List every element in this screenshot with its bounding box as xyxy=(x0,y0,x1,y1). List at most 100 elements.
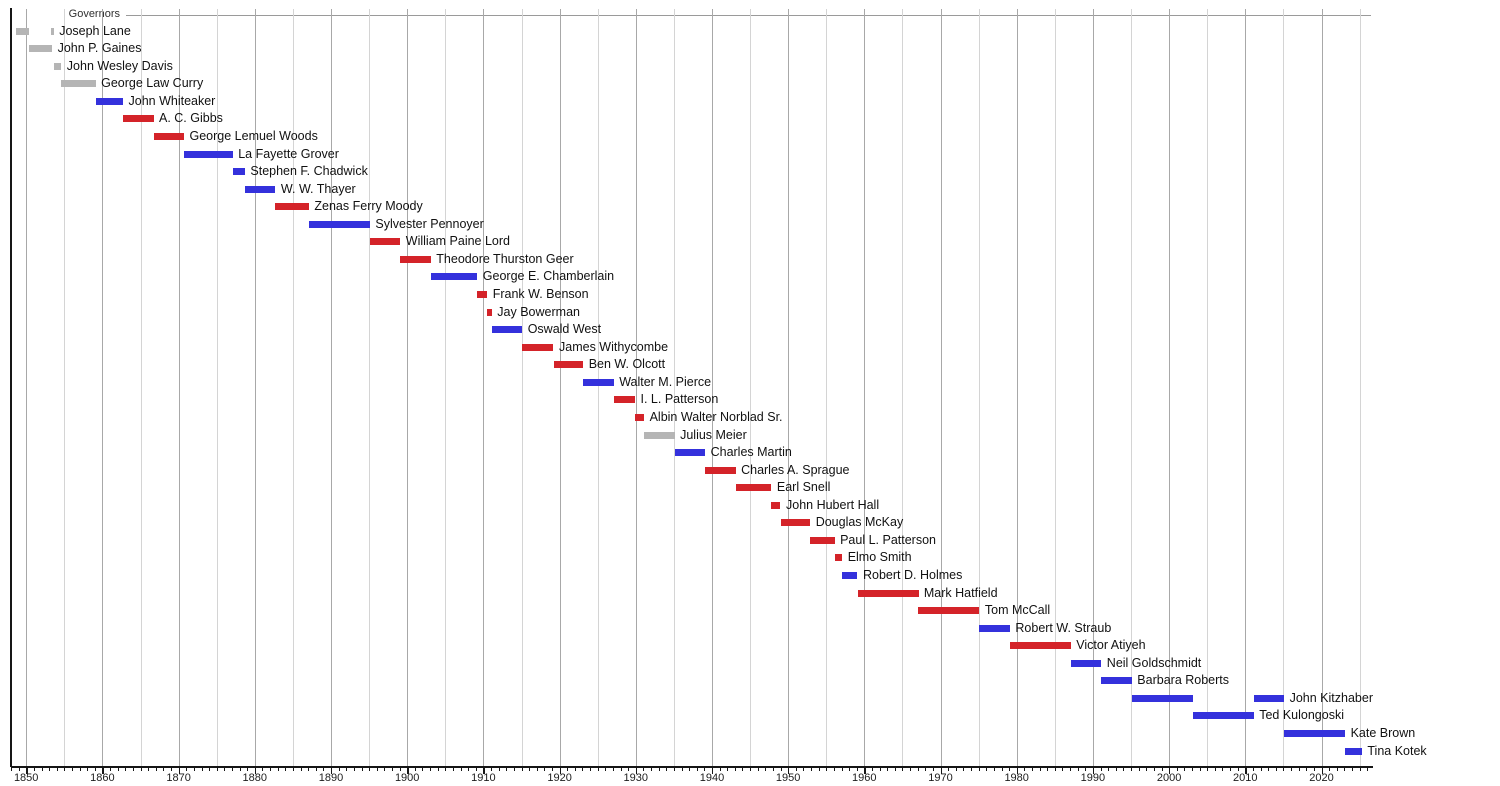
axis-tick-label: 1950 xyxy=(775,772,801,784)
x-axis-minor-tick xyxy=(1336,767,1338,771)
governor-name-label: George Lemuel Woods xyxy=(189,129,318,143)
x-axis-minor-tick xyxy=(1032,767,1033,771)
x-axis-minor-tick xyxy=(277,767,279,771)
x-axis-minor-tick xyxy=(1047,767,1049,771)
governor-name-label: Earl Snell xyxy=(776,480,831,495)
x-axis-minor-tick xyxy=(1199,767,1201,771)
gridline xyxy=(635,9,637,766)
term-bar xyxy=(1284,730,1346,737)
x-axis-minor-tick xyxy=(414,767,416,771)
x-axis-minor-tick xyxy=(1123,767,1125,771)
x-axis-minor-tick xyxy=(209,767,211,771)
x-axis-minor-tick xyxy=(163,767,165,771)
x-axis-minor-tick xyxy=(1077,767,1079,771)
x-axis-minor-tick xyxy=(689,767,691,771)
x-axis-minor-tick xyxy=(1291,767,1292,771)
x-axis-minor-tick xyxy=(1009,767,1011,771)
x-axis-minor-tick xyxy=(1100,767,1102,771)
term-bar xyxy=(613,396,635,404)
x-axis-minor-tick xyxy=(742,767,744,771)
x-axis-minor-tick xyxy=(1298,767,1300,771)
gridline xyxy=(1131,9,1132,766)
x-axis-minor-tick xyxy=(567,767,569,771)
x-axis-minor-tick xyxy=(132,767,134,771)
x-axis-minor-tick xyxy=(628,767,630,771)
x-axis-minor-tick xyxy=(757,767,759,771)
governor-name-label: Barbara Roberts xyxy=(1137,673,1230,688)
x-axis-minor-tick xyxy=(475,767,477,771)
governor-name-label: Joseph Lane xyxy=(59,23,131,38)
gridline xyxy=(102,9,104,766)
governor-name-label: John Whiteaker xyxy=(128,93,216,108)
gridline xyxy=(1283,9,1285,766)
axis-tick-label: 1970 xyxy=(928,772,953,784)
term-bar xyxy=(522,343,554,351)
governor-name-label: Charles A. Sprague xyxy=(741,462,850,477)
term-bar xyxy=(244,185,276,193)
x-axis-minor-tick xyxy=(727,767,729,771)
x-axis-minor-tick xyxy=(1138,767,1140,771)
x-axis-minor-tick xyxy=(125,767,127,771)
x-axis-minor-tick xyxy=(574,767,576,771)
governor-name-label: Ben W. Olcott xyxy=(588,357,666,372)
governor-name-label: Victor Atiyeh xyxy=(1076,638,1146,653)
term-bar xyxy=(1253,694,1285,702)
term-bar xyxy=(810,536,835,544)
governor-name-label: Tom McCall xyxy=(984,603,1051,618)
x-axis-minor-tick xyxy=(681,767,683,771)
x-axis-major-tick xyxy=(331,767,333,774)
gridline xyxy=(902,9,904,766)
x-axis-major-tick xyxy=(1321,767,1323,774)
term-bar xyxy=(1070,659,1102,667)
gridline xyxy=(26,9,28,766)
gridline xyxy=(712,9,713,766)
gridline xyxy=(178,9,180,766)
x-axis-minor-tick xyxy=(894,767,896,771)
x-axis-minor-tick xyxy=(369,767,371,771)
x-axis-minor-tick xyxy=(673,767,675,771)
x-axis-minor-tick xyxy=(887,767,889,771)
x-axis-minor-tick xyxy=(529,767,531,771)
axis-tick-label: 1930 xyxy=(623,772,649,784)
x-axis-minor-tick xyxy=(643,767,645,771)
gridline xyxy=(407,9,409,766)
axis-tick-label: 1900 xyxy=(394,772,420,784)
x-axis-minor-tick xyxy=(734,767,736,771)
x-axis-minor-tick xyxy=(1268,767,1270,771)
x-axis-minor-tick xyxy=(247,767,249,771)
governor-name-label: Theodore Thurston Geer xyxy=(436,251,574,266)
x-axis-minor-tick xyxy=(1222,767,1224,771)
x-axis-minor-tick xyxy=(513,767,515,771)
x-axis-major-tick xyxy=(788,767,790,774)
x-axis-minor-tick xyxy=(56,767,58,771)
x-axis-minor-tick xyxy=(902,767,904,771)
governor-name-label: Douglas McKay xyxy=(815,515,904,530)
x-axis-minor-tick xyxy=(993,767,995,771)
governor-name-label: William Paine Lord xyxy=(405,234,511,249)
x-axis-minor-tick xyxy=(1001,767,1003,771)
gridline xyxy=(826,9,828,766)
term-bar xyxy=(635,413,645,421)
gridline xyxy=(64,9,66,766)
term-bar xyxy=(1345,747,1362,755)
x-axis-minor-tick xyxy=(803,767,805,771)
x-axis-minor-tick xyxy=(468,767,470,771)
x-axis-minor-tick xyxy=(986,767,988,771)
x-axis-minor-tick xyxy=(270,767,271,771)
governor-name-label: I. L. Patterson xyxy=(640,392,719,407)
term-bar xyxy=(184,150,233,158)
x-axis-minor-tick xyxy=(148,767,150,771)
gridline xyxy=(254,9,256,766)
x-axis-minor-tick xyxy=(1176,767,1178,771)
x-axis-major-tick xyxy=(864,767,866,774)
x-axis-minor-tick xyxy=(338,767,340,771)
axis-tick-label: 1850 xyxy=(13,772,39,784)
x-axis-line xyxy=(11,766,1373,768)
x-axis-minor-tick xyxy=(605,767,607,771)
gridline xyxy=(559,9,561,766)
x-axis-minor-tick xyxy=(917,767,919,771)
x-axis-minor-tick xyxy=(110,767,111,771)
term-bar xyxy=(918,607,980,615)
term-bar xyxy=(780,519,811,527)
governor-name-label: Frank W. Benson xyxy=(492,287,589,301)
